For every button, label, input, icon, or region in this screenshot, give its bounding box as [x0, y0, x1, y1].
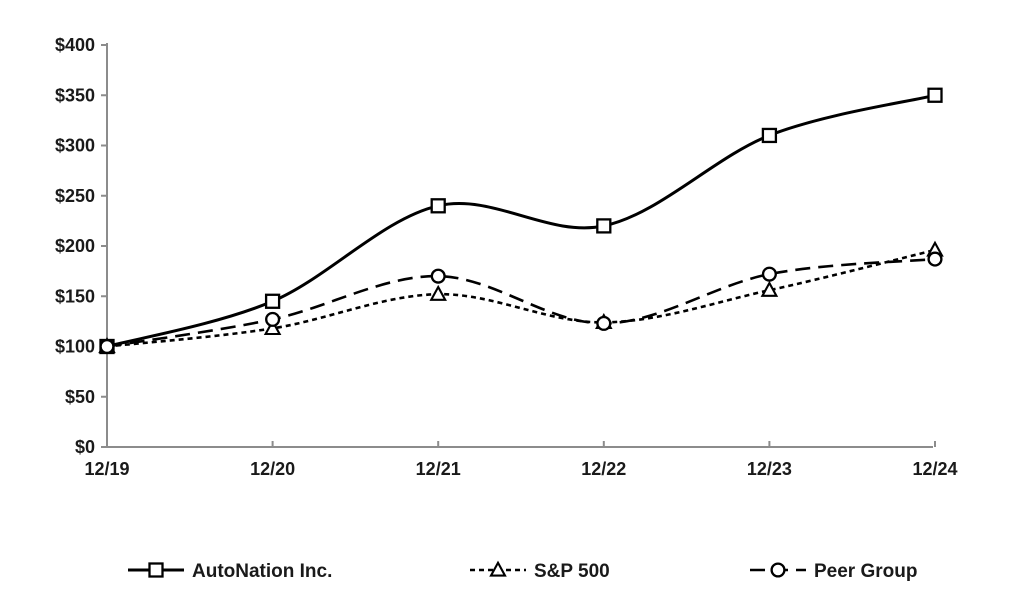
- chart-legend: AutoNation Inc. S&P 500 Peer Group: [128, 560, 917, 582]
- circle-marker-legend-peer-group: [770, 562, 786, 578]
- y-axis-tick-label: $350: [55, 85, 95, 105]
- series-line-peer-group: [106, 257, 936, 348]
- y-axis-tick-label: $100: [55, 337, 95, 357]
- x-axis-tick-label: 12/20: [250, 459, 295, 479]
- square-marker-autonation-inc-2: [430, 198, 446, 214]
- circle-marker-peer-group-5: [927, 251, 943, 267]
- legend-item-peer-group: Peer Group: [750, 561, 917, 582]
- circle-marker-peer-group-3: [596, 315, 612, 331]
- square-marker-autonation-inc-5: [927, 87, 943, 103]
- square-marker-autonation-inc-1: [264, 293, 281, 309]
- triangle-marker-legend-s-p-500: [489, 560, 507, 577]
- y-axis-tick-label: $200: [55, 236, 95, 256]
- series-autonation-inc: [99, 87, 943, 355]
- x-axis-tick-label: 12/24: [912, 459, 957, 479]
- y-axis-tick-label: $250: [55, 186, 95, 206]
- y-axis-tick-label: $150: [55, 286, 95, 306]
- circle-marker-peer-group-0: [99, 338, 115, 355]
- legend-label-s-p-500: S&P 500: [534, 561, 610, 582]
- square-marker-autonation-inc-3: [596, 218, 612, 234]
- series-line-autonation-inc: [106, 93, 936, 348]
- x-axis-tick-label: 12/23: [747, 459, 792, 479]
- x-axis-tick-label: 12/22: [581, 459, 626, 479]
- series-line-s-p-500: [106, 248, 936, 348]
- x-axis-tick-label: 12/21: [416, 459, 461, 479]
- y-axis-tick-label: $400: [55, 35, 95, 55]
- x-axis-tick-label: 12/19: [84, 459, 129, 479]
- y-axis-tick-label: $0: [75, 437, 95, 457]
- y-axis-tick-label: $50: [65, 387, 95, 407]
- square-marker-legend-autonation-inc: [148, 562, 164, 578]
- legend-label-peer-group: Peer Group: [814, 561, 917, 582]
- triangle-marker-s-p-500-2: [429, 284, 447, 301]
- triangle-marker-s-p-500-4: [760, 280, 779, 297]
- y-axis-tick-label: $300: [55, 136, 95, 156]
- circle-marker-peer-group-1: [265, 311, 281, 327]
- triangle-marker-s-p-500-1: [263, 319, 282, 336]
- circle-marker-peer-group-4: [761, 266, 777, 282]
- legend-item-s-p-500: S&P 500: [470, 560, 610, 582]
- square-marker-autonation-inc-4: [761, 127, 778, 144]
- circle-marker-peer-group-2: [430, 268, 446, 284]
- series-s-p-500: [98, 240, 944, 354]
- series-peer-group: [99, 251, 943, 355]
- legend-item-autonation-inc: AutoNation Inc.: [128, 561, 332, 582]
- legend-label-autonation-inc: AutoNation Inc.: [192, 561, 332, 582]
